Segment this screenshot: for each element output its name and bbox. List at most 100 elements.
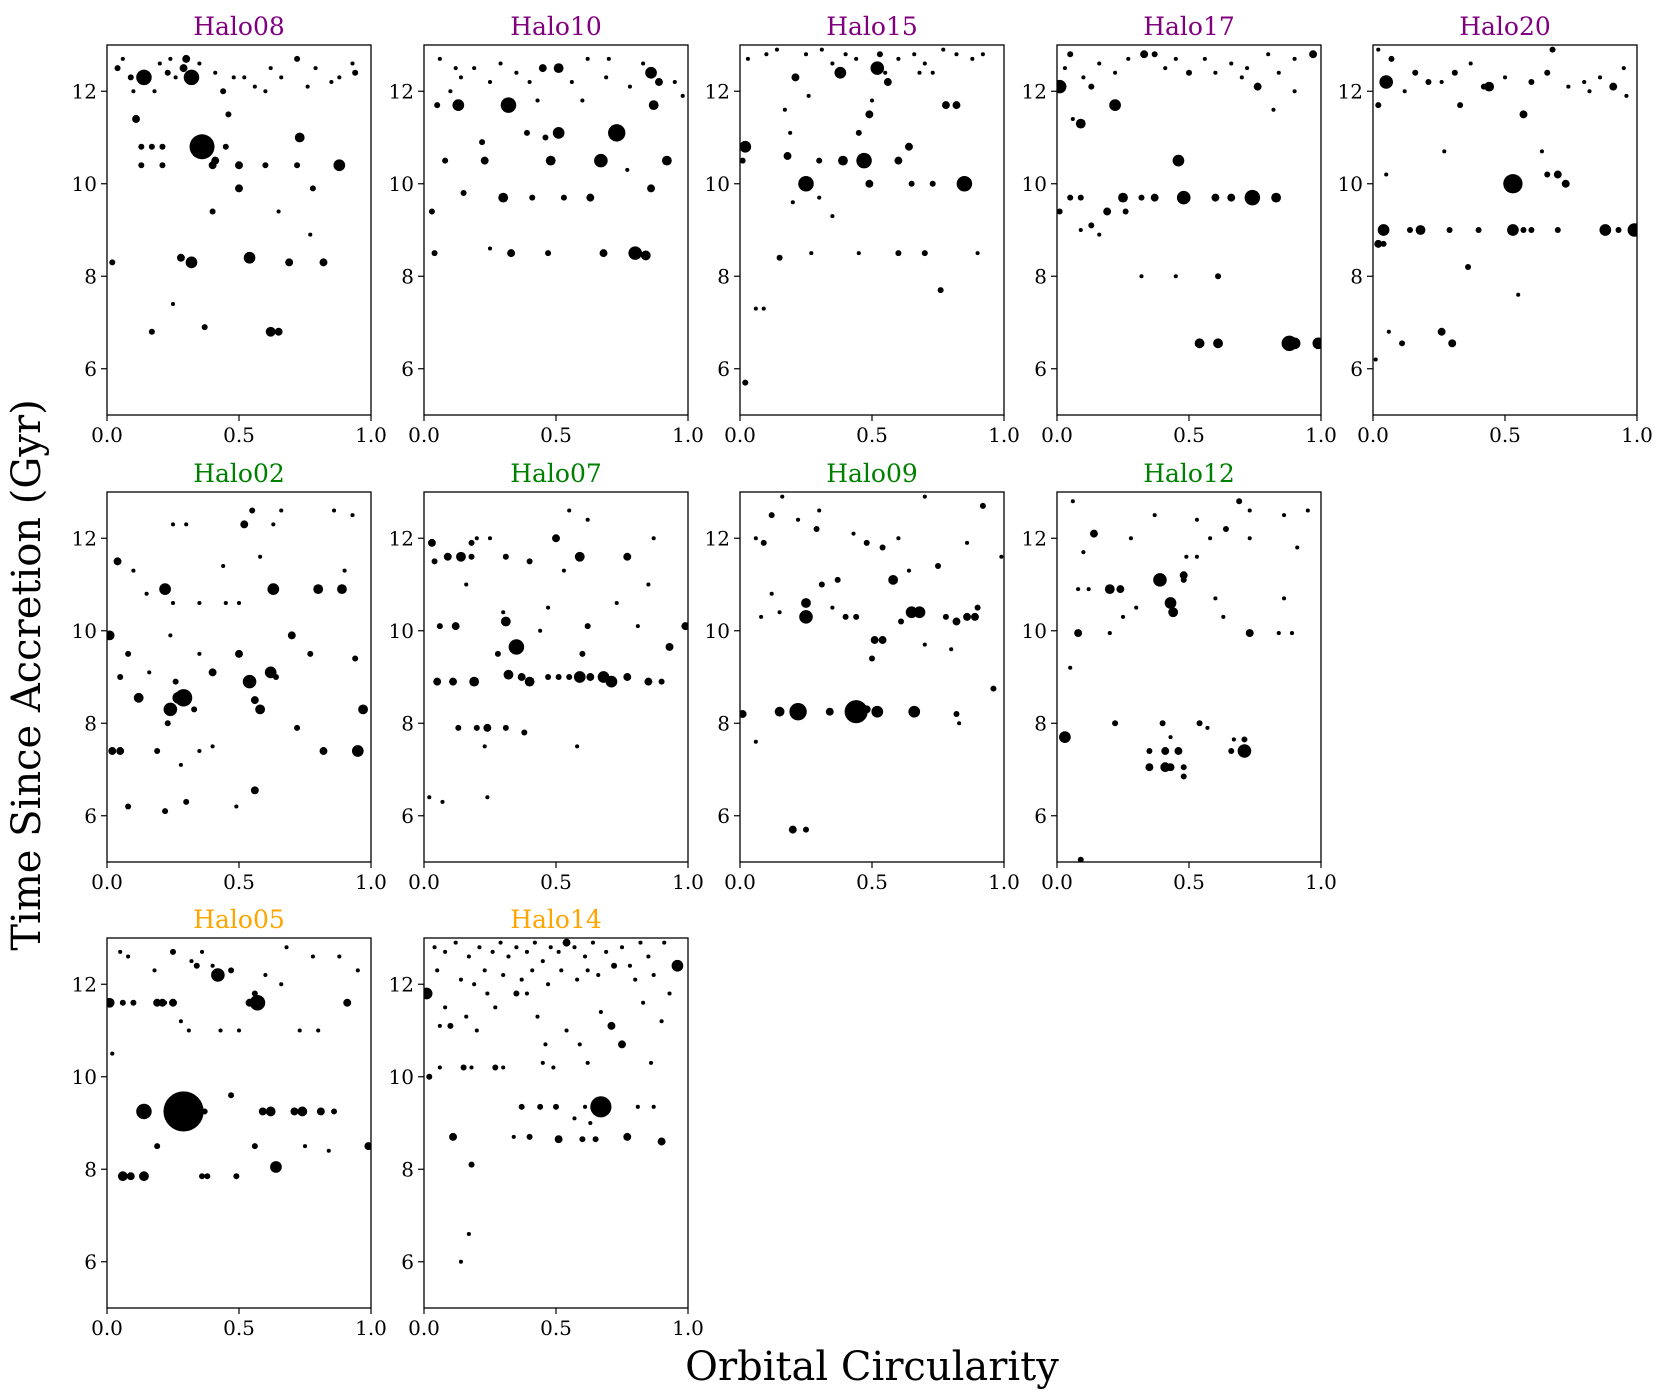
data-point (604, 949, 609, 954)
data-point (555, 674, 562, 680)
data-point (791, 73, 800, 82)
data-point (594, 153, 608, 168)
y-tick-label: 8 (717, 711, 730, 735)
data-point (1437, 327, 1446, 336)
x-tick-label: 0.0 (724, 423, 756, 447)
data-point (529, 194, 536, 201)
data-point (125, 650, 132, 657)
data-point (285, 258, 294, 267)
data-point (655, 78, 663, 86)
data-point (245, 998, 254, 1007)
data-point (1239, 75, 1244, 80)
data-point (540, 959, 545, 964)
data-point (1112, 720, 1119, 727)
points (740, 47, 985, 386)
data-point (294, 724, 301, 731)
data-point (460, 1064, 467, 1071)
data-point (487, 79, 493, 85)
data-point (257, 999, 264, 1006)
data-point (159, 162, 166, 169)
data-point (225, 111, 232, 118)
data-point (453, 66, 458, 71)
y-tick-label: 6 (401, 1250, 414, 1274)
x-tick-label: 0.5 (856, 423, 888, 447)
data-point (313, 584, 324, 595)
panel-title: Halo10 (510, 12, 602, 41)
data-point (546, 605, 551, 610)
data-point (210, 744, 215, 749)
data-point (908, 180, 915, 187)
panel-title: Halo12 (1143, 459, 1235, 488)
data-point (235, 649, 243, 658)
data-point (452, 99, 465, 111)
data-point (1609, 82, 1618, 91)
data-point (1213, 338, 1223, 349)
data-point (1244, 189, 1261, 206)
data-point (1104, 584, 1115, 595)
data-point (1068, 665, 1073, 670)
data-point (917, 70, 922, 75)
data-point (169, 998, 177, 1007)
data-point (447, 1022, 454, 1029)
y-tick-label: 10 (705, 172, 730, 196)
data-point (139, 1171, 149, 1182)
data-point (1415, 225, 1426, 235)
panel-title: Halo08 (193, 12, 285, 41)
data-point (1281, 596, 1287, 601)
data-point (168, 56, 173, 61)
data-point (136, 69, 152, 86)
data-point (235, 184, 243, 193)
data-point (922, 642, 927, 647)
data-point (148, 328, 155, 335)
data-point (579, 1136, 586, 1143)
data-point (979, 502, 986, 509)
y-tick-label: 10 (389, 1065, 414, 1089)
data-point (352, 655, 359, 662)
data-point (284, 945, 289, 950)
data-point (1520, 227, 1527, 233)
data-point (1180, 576, 1187, 583)
data-point (183, 69, 200, 86)
data-point (302, 1144, 308, 1149)
data-point (1465, 264, 1472, 270)
panel-halo08: Halo08 0.0 0.5 1.0 6 8 10 12 (72, 12, 387, 447)
data-point (658, 678, 665, 685)
data-point (211, 968, 225, 982)
data-point (1134, 605, 1139, 610)
data-point (1174, 747, 1183, 755)
data-point (179, 64, 188, 73)
data-point (592, 1136, 599, 1143)
data-point (176, 253, 185, 262)
data-point (1582, 79, 1587, 85)
panel-title: Halo17 (1143, 12, 1235, 41)
data-point (1615, 227, 1622, 233)
data-point (437, 1065, 442, 1070)
data-point (189, 959, 194, 964)
data-point (480, 156, 489, 165)
data-point (1309, 50, 1318, 59)
data-point (159, 143, 166, 150)
y-tick-label: 12 (389, 79, 414, 103)
data-point (487, 246, 493, 251)
data-point (799, 610, 813, 624)
data-point (1484, 81, 1495, 92)
data-point (883, 78, 892, 86)
data-point (1179, 571, 1188, 580)
data-point (498, 61, 503, 66)
data-point (506, 954, 511, 959)
data-point (657, 1137, 666, 1146)
data-point (740, 710, 747, 718)
data-point (1202, 56, 1207, 61)
y-tick-label: 10 (72, 1065, 97, 1089)
data-point (501, 972, 506, 978)
data-point (449, 1132, 457, 1141)
data-point (1412, 69, 1419, 76)
data-point (162, 808, 169, 815)
data-point (608, 124, 626, 142)
data-point (1380, 240, 1387, 247)
x-tick-label: 1.0 (672, 423, 704, 447)
points (424, 938, 684, 1264)
data-point (424, 987, 433, 1000)
points (1059, 498, 1310, 862)
data-point (355, 968, 360, 973)
